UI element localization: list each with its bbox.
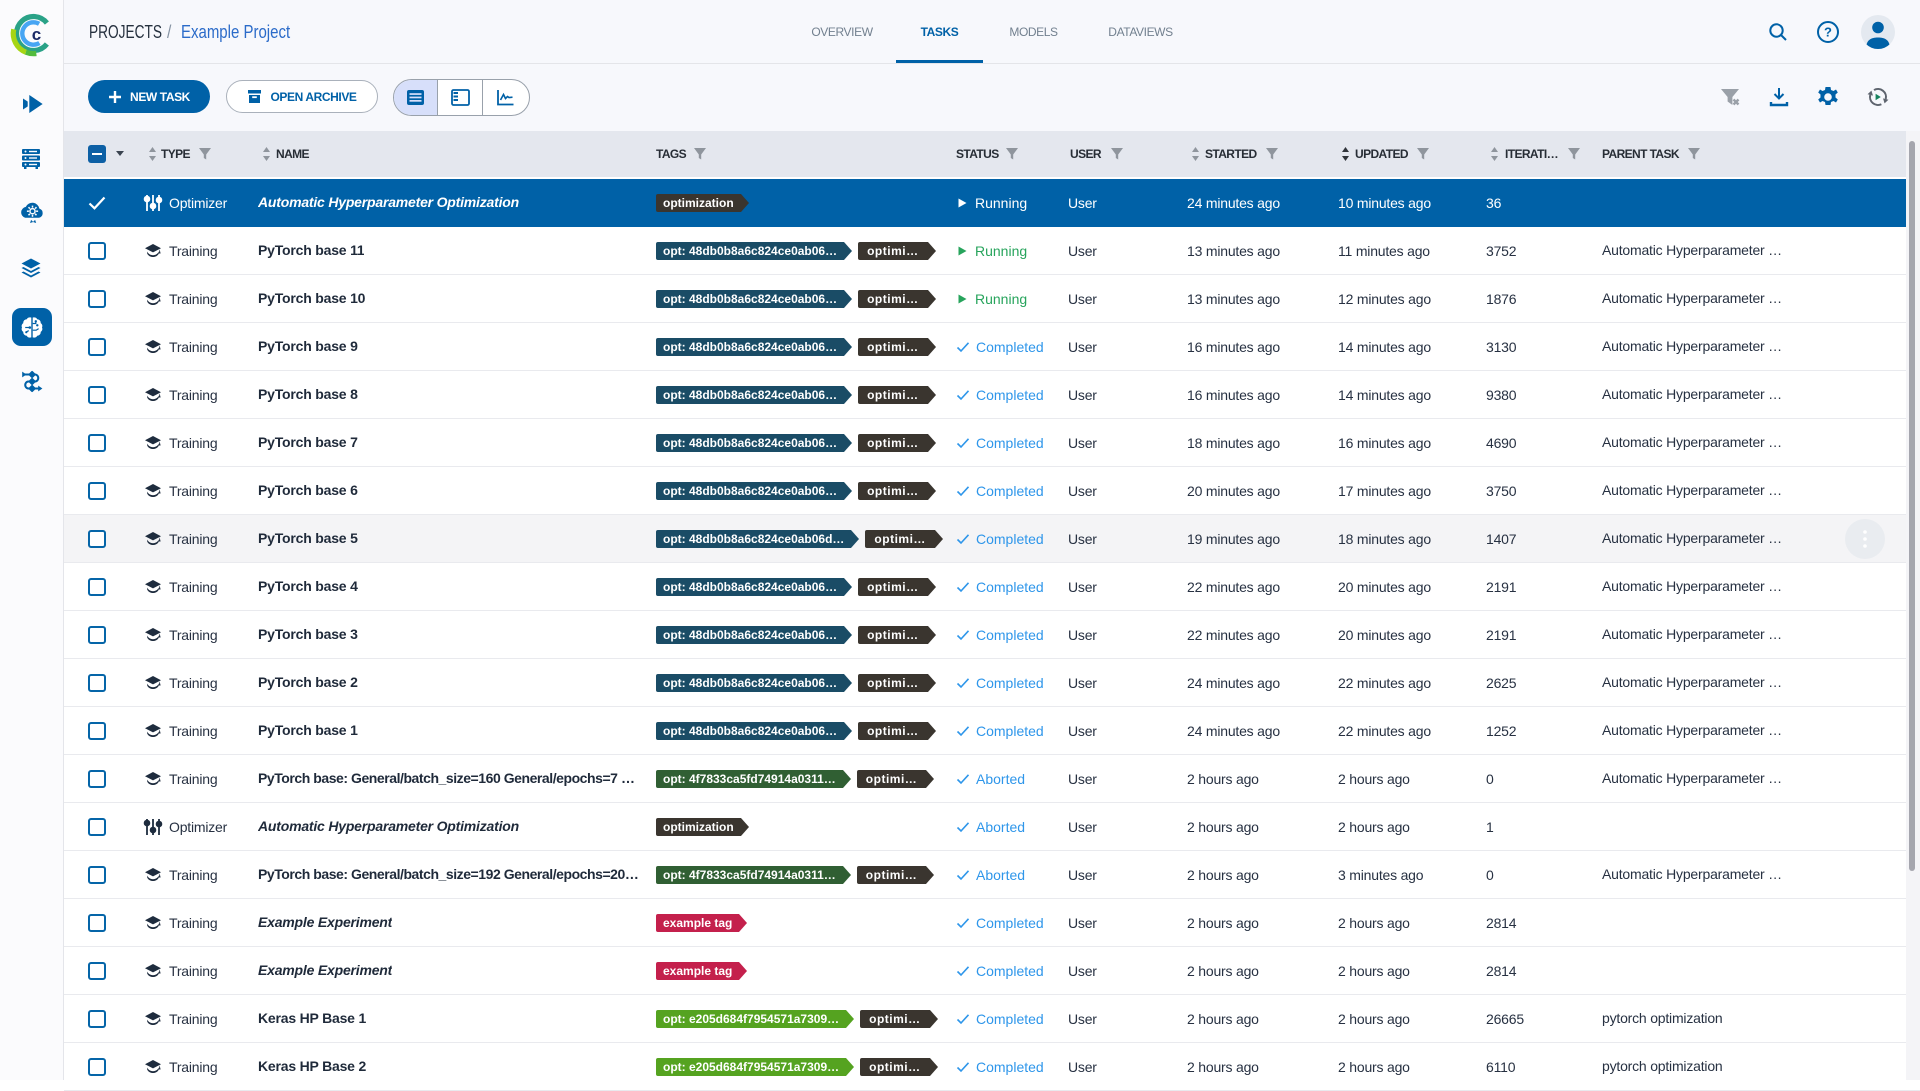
svg-text:?: ? [1824, 25, 1832, 40]
svg-text:c: c [32, 25, 41, 44]
